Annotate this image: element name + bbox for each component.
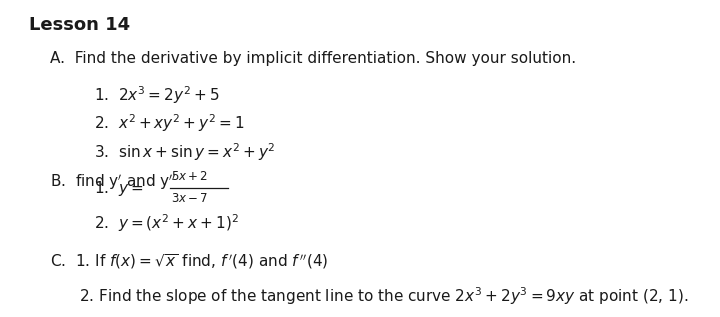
Text: 2. Find the slope of the tangent line to the curve $2x^3 + 2y^3 = 9xy$ at point : 2. Find the slope of the tangent line to… [50, 285, 689, 307]
Text: 3.  $\sin x + \sin y = x^2 + y^2$: 3. $\sin x + \sin y = x^2 + y^2$ [94, 141, 275, 163]
Text: $3x-7$: $3x-7$ [171, 192, 208, 205]
Text: B.  find y$^{\prime}$ and y$^{\prime\prime}$: B. find y$^{\prime}$ and y$^{\prime\prim… [50, 173, 177, 192]
Text: Lesson 14: Lesson 14 [29, 16, 130, 34]
Text: A.  Find the derivative by implicit differentiation. Show your solution.: A. Find the derivative by implicit diffe… [50, 51, 577, 66]
Text: C.  1. If $f(x) = \sqrt{x}$ find, $f\,'(4)$ and $f\,''(4)$: C. 1. If $f(x) = \sqrt{x}$ find, $f\,'(4… [50, 252, 329, 271]
Text: 2.  $x^2 + xy^2 + y^2 = 1$: 2. $x^2 + xy^2 + y^2 = 1$ [94, 113, 244, 134]
Text: 1.  $2x^3 = 2y^2 + 5$: 1. $2x^3 = 2y^2 + 5$ [94, 84, 219, 106]
Text: $5x+2$: $5x+2$ [171, 170, 208, 183]
Text: 2.  $y = (x^2 + x + 1)^2$: 2. $y = (x^2 + x + 1)^2$ [94, 212, 238, 234]
Text: 1.  $y = $: 1. $y = $ [94, 179, 143, 198]
